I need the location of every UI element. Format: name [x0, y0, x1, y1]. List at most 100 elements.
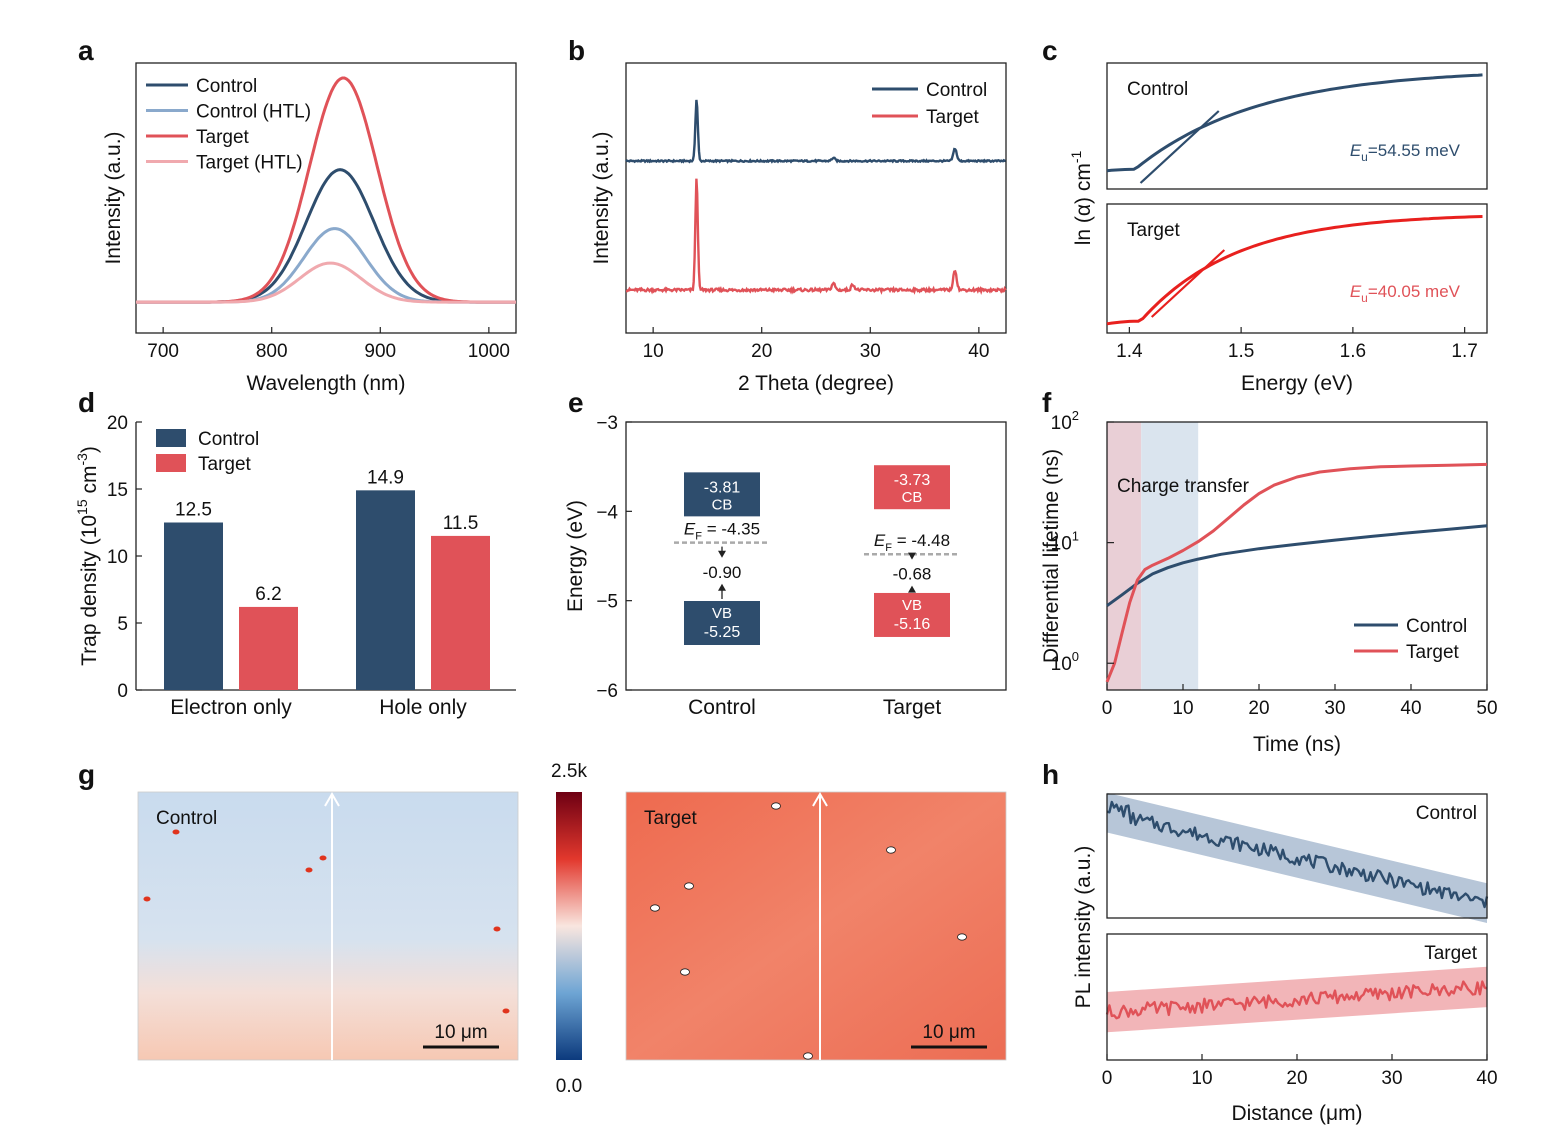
- panel-g-spot: [886, 846, 896, 854]
- panel-a-xtick-label: 800: [256, 341, 288, 362]
- panel-d-ytick-label: 10: [107, 547, 128, 568]
- panel-f-ytick-label: 102: [1051, 408, 1079, 434]
- panel-f-xtick-label: 50: [1476, 698, 1497, 719]
- panel-a-xtick-label: 1000: [468, 341, 510, 362]
- panel-g-spot: [684, 882, 694, 890]
- panel-f-xtick-label: 20: [1248, 698, 1269, 719]
- panel-b-xtick-label: 30: [860, 341, 881, 362]
- panel-c-fit-line-0: [1139, 110, 1220, 184]
- panel-g-spot: [319, 855, 327, 861]
- panel-c-subplot-frame-1: [1106, 203, 1488, 334]
- panel-a-series-line-2: [136, 76, 516, 304]
- panel-d-category-label: Electron only: [170, 696, 292, 719]
- panel-d-legend-label-0: Control: [198, 429, 259, 450]
- panel-g-spot: [650, 904, 660, 912]
- panel-d-data-label: 6.2: [255, 584, 281, 605]
- panel-h-series-label-0: Control: [1416, 803, 1477, 824]
- panel-e-vb-box-0: [684, 601, 760, 645]
- panel-e-vb-value-1: -5.16: [894, 616, 931, 633]
- panel-a-legend-label-2: Target: [196, 127, 250, 148]
- panel-e-arrowhead-down-0: [718, 550, 726, 558]
- panel-d-ytick-label: 0: [117, 681, 128, 702]
- panel-c-xtick-label: 1.7: [1451, 341, 1477, 362]
- panel-a-xlabel: Wavelength (nm): [246, 372, 405, 395]
- panel-g-spot: [143, 896, 151, 902]
- panel-c-series-line-1: [1106, 215, 1483, 326]
- panel-d-legend-swatch-1: [156, 454, 186, 472]
- panel-b-xtick-label: 10: [643, 341, 664, 362]
- panel-g-spot: [502, 1008, 510, 1014]
- panel-d-trap-density: 0 5 10 15 20 12.5 14.9 Control 6.2 11.5 Target Elec…: [74, 413, 516, 719]
- panel-e-ytick-label: −4: [596, 502, 618, 523]
- panel-b-series-line-0: [625, 99, 1006, 164]
- panel-e-cb-value-0: -3.81: [704, 479, 741, 496]
- panel-d-data-label: 12.5: [175, 500, 212, 521]
- panel-b-xtick-label: 40: [968, 341, 989, 362]
- panel-f-ytick-label: 100: [1051, 649, 1079, 675]
- panel-h-band-1: [1107, 966, 1487, 1033]
- panel-c-series-line-0: [1106, 73, 1483, 173]
- panel-a-xtick-label: 900: [364, 341, 396, 362]
- panel-e-cb-box-1: [874, 465, 950, 510]
- panel-g-colorbar-min: 0.0: [556, 1076, 582, 1097]
- panel-d-ytick-label: 20: [107, 413, 128, 434]
- panel-c-xlabel: Energy (eV): [1241, 372, 1353, 395]
- panel-e-category-label-1: Target: [883, 696, 942, 719]
- panel-e-fermi-label-1: EF = -4.48: [874, 531, 950, 554]
- panel-e-ylabel: Energy (eV): [564, 500, 587, 612]
- panel-c-urbach: Control Eu=54.55 meV Target Eu=40.05 meV 1.4…: [1068, 62, 1488, 395]
- panel-a-legend-label-0: Control: [196, 76, 257, 97]
- panel-label-g: g: [78, 759, 95, 790]
- panel-h-xtick-label: 0: [1102, 1068, 1113, 1089]
- panel-d-bar: [356, 490, 415, 690]
- panel-c-xtick-label: 1.5: [1228, 341, 1254, 362]
- panel-b-xtick-label: 20: [751, 341, 772, 362]
- panel-d-bar: [239, 606, 298, 690]
- panel-b-xrd: Control Target 10 20 30 40 2 Theta (degree) Int…: [590, 62, 1007, 395]
- panel-g-colorbar-max: 2.5k: [551, 761, 587, 782]
- panel-e-category-label-0: Control: [688, 696, 756, 719]
- panel-b-frame: [625, 62, 1007, 334]
- panel-e-ytick-label: −6: [596, 681, 618, 702]
- panel-c-fit-line-1: [1150, 249, 1226, 318]
- panel-e-cb-box-0: [684, 472, 760, 517]
- panel-c-xtick-label: 1.6: [1340, 341, 1366, 362]
- panel-a-series-line-0: [136, 168, 516, 304]
- panel-h-xtick-label: 20: [1286, 1068, 1307, 1089]
- panel-d-bar: [164, 522, 223, 690]
- panel-h-pl-profile: Control Target 0 10 20 30 40 Distance (μm) PL in…: [1072, 792, 1498, 1125]
- panel-c-urbach-label-1: Eu=40.05 meV: [1350, 282, 1461, 305]
- panel-f-series-line-1: [1105, 462, 1488, 683]
- panel-f-legend-label-0: Control: [1406, 616, 1467, 637]
- panel-h-xtick-label: 10: [1191, 1068, 1212, 1089]
- panel-a-legend-label-3: Target (HTL): [196, 153, 303, 174]
- panel-label-a: a: [78, 35, 94, 66]
- panel-d-legend-swatch-0: [156, 429, 186, 447]
- panel-g-spot: [771, 802, 781, 810]
- panel-g-map-1: [625, 791, 1007, 1061]
- panel-e-vb-box-1: [874, 592, 950, 637]
- panel-e-gap-label-0: -0.90: [703, 563, 742, 582]
- panel-label-d: d: [78, 387, 95, 418]
- panel-b-series-line-1: [625, 178, 1007, 296]
- panel-c-xtick-label: 1.4: [1116, 341, 1143, 362]
- panel-a-series-line-3: [136, 261, 516, 304]
- panel-d-data-label: 14.9: [367, 467, 404, 488]
- panel-h-xtick-label: 30: [1381, 1068, 1402, 1089]
- panel-e-gap-label-1: -0.68: [893, 565, 932, 584]
- panel-c-subplot-frame-0: [1106, 62, 1488, 190]
- panel-b-legend-label-1: Target: [926, 107, 980, 128]
- panel-g-spot: [493, 926, 501, 932]
- panel-b-legend-label-0: Control: [926, 80, 987, 101]
- panel-d-ytick-label: 15: [107, 480, 128, 501]
- panel-g-profile-arrow-0: [324, 792, 340, 807]
- panel-g-spot: [803, 1052, 813, 1060]
- panel-h-subplot-frame-0: [1106, 793, 1488, 919]
- panel-d-ylabel: Trap density (1015 cm-3): [74, 446, 101, 666]
- panel-e-ytick-label: −3: [596, 413, 618, 434]
- panel-f-xtick-label: 40: [1400, 698, 1421, 719]
- panel-g-spot: [680, 968, 690, 976]
- panel-g-profile-arrow-1: [812, 792, 828, 807]
